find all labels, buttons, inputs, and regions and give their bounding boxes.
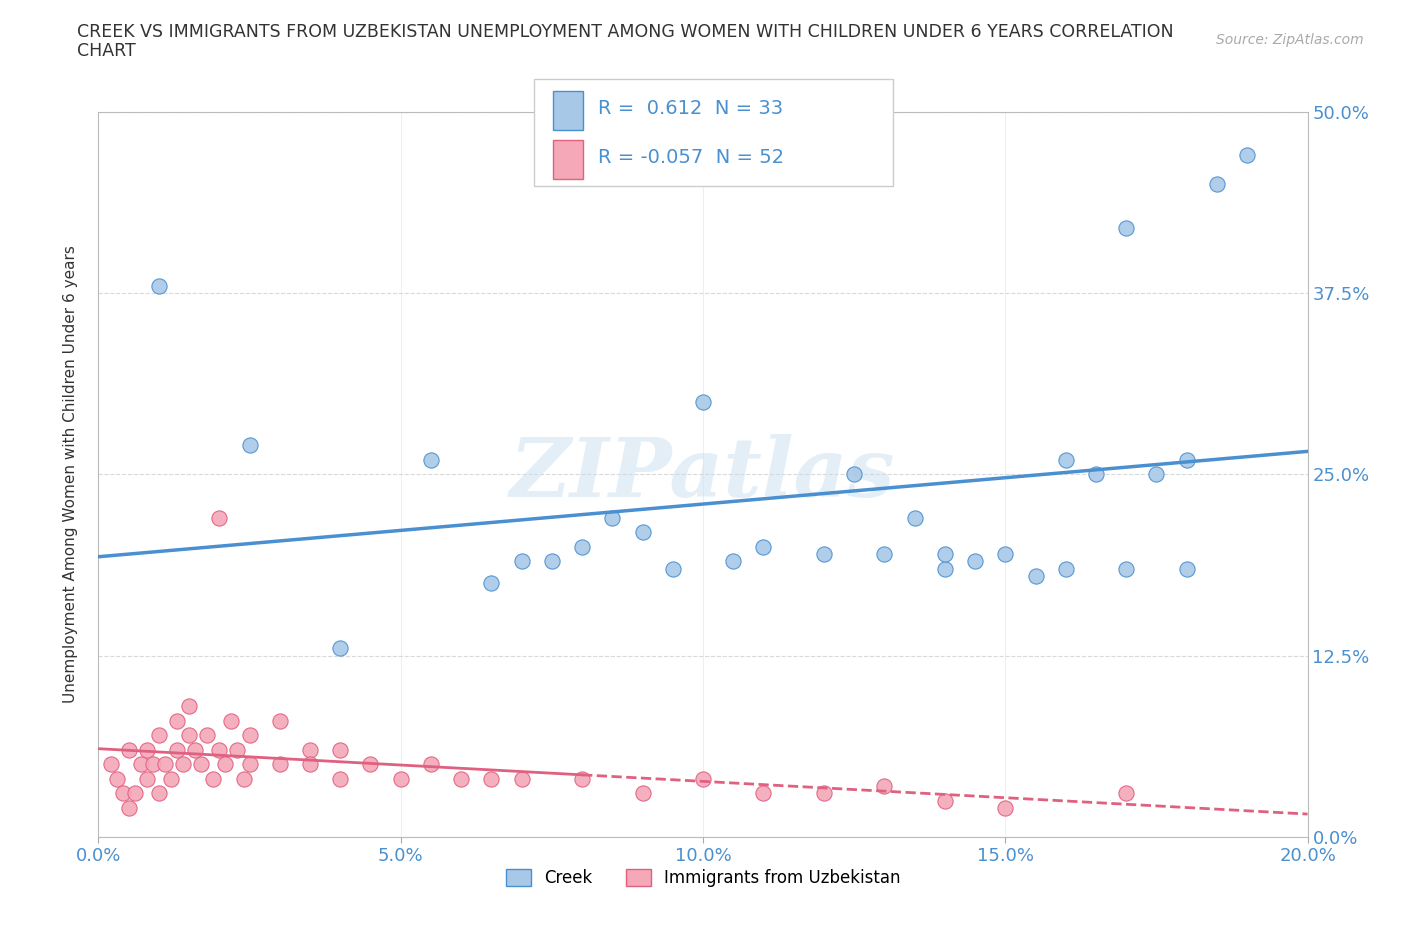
Point <box>153 757 176 772</box>
Point <box>239 728 262 743</box>
Point <box>148 786 170 801</box>
Point <box>239 438 262 453</box>
Point <box>934 547 956 562</box>
Point <box>360 757 382 772</box>
Point <box>269 713 291 728</box>
Point <box>994 547 1017 562</box>
Point <box>450 772 472 787</box>
Point <box>1054 561 1077 576</box>
Point <box>934 561 956 576</box>
Point <box>481 576 503 591</box>
Point <box>510 554 533 569</box>
Point <box>329 742 352 757</box>
Point <box>723 554 745 569</box>
Point <box>602 511 624 525</box>
Point <box>239 757 262 772</box>
Text: CREEK VS IMMIGRANTS FROM UZBEKISTAN UNEMPLOYMENT AMONG WOMEN WITH CHILDREN UNDER: CREEK VS IMMIGRANTS FROM UZBEKISTAN UNEM… <box>77 23 1174 41</box>
Point <box>631 786 654 801</box>
Point <box>208 742 231 757</box>
Text: CHART: CHART <box>77 42 136 60</box>
Point <box>221 713 243 728</box>
Point <box>1175 561 1198 576</box>
Point <box>118 742 141 757</box>
Point <box>148 278 170 293</box>
Point <box>195 728 218 743</box>
Point <box>904 511 927 525</box>
Point <box>420 757 443 772</box>
Text: R =  0.612  N = 33: R = 0.612 N = 33 <box>598 100 783 118</box>
Point <box>299 742 322 757</box>
Point <box>100 757 122 772</box>
Point <box>179 728 201 743</box>
Point <box>299 757 322 772</box>
Point <box>166 713 188 728</box>
Point <box>1024 568 1046 583</box>
Point <box>214 757 236 772</box>
Point <box>510 772 533 787</box>
Point <box>389 772 412 787</box>
Point <box>135 742 157 757</box>
Point <box>148 728 170 743</box>
Point <box>994 801 1017 816</box>
Text: R = -0.057  N = 52: R = -0.057 N = 52 <box>598 148 783 167</box>
Point <box>329 641 352 656</box>
Point <box>129 757 152 772</box>
Point <box>1054 452 1077 467</box>
Point <box>269 757 291 772</box>
Point <box>873 778 896 793</box>
Point <box>813 786 835 801</box>
Point <box>160 772 183 787</box>
Point <box>1115 786 1137 801</box>
Point <box>692 394 714 409</box>
Point <box>752 539 775 554</box>
Point <box>142 757 165 772</box>
Point <box>1144 467 1167 482</box>
Point <box>844 467 866 482</box>
Point <box>873 547 896 562</box>
Y-axis label: Unemployment Among Women with Children Under 6 years: Unemployment Among Women with Children U… <box>63 246 77 703</box>
Point <box>166 742 188 757</box>
Point <box>1115 220 1137 235</box>
Point <box>232 772 254 787</box>
Point <box>481 772 503 787</box>
Point <box>1085 467 1108 482</box>
Point <box>226 742 249 757</box>
Text: ZIPatlas: ZIPatlas <box>510 434 896 514</box>
Point <box>631 525 654 539</box>
Point <box>1206 177 1229 192</box>
Point <box>124 786 146 801</box>
Point <box>208 511 231 525</box>
Point <box>105 772 128 787</box>
Point <box>111 786 134 801</box>
Text: Source: ZipAtlas.com: Source: ZipAtlas.com <box>1216 33 1364 46</box>
Point <box>813 547 835 562</box>
Point <box>420 452 443 467</box>
Point <box>118 801 141 816</box>
Point <box>172 757 194 772</box>
Point <box>1175 452 1198 467</box>
Point <box>965 554 987 569</box>
Point <box>692 772 714 787</box>
Point <box>752 786 775 801</box>
Point <box>329 772 352 787</box>
Point <box>571 772 593 787</box>
Point <box>179 699 201 714</box>
Point <box>190 757 212 772</box>
Point <box>661 561 683 576</box>
Point <box>135 772 157 787</box>
Point <box>1115 561 1137 576</box>
Point <box>540 554 562 569</box>
Point <box>571 539 593 554</box>
Point <box>184 742 207 757</box>
Point <box>1236 148 1258 163</box>
Point <box>202 772 225 787</box>
Legend: Creek, Immigrants from Uzbekistan: Creek, Immigrants from Uzbekistan <box>499 862 907 894</box>
Point <box>934 793 956 808</box>
